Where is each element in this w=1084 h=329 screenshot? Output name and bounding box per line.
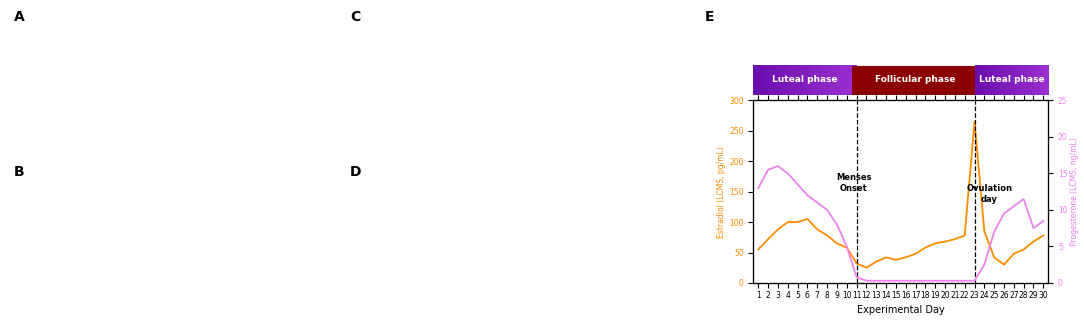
Y-axis label: Progesterone (LCMS, ng/mL): Progesterone (LCMS, ng/mL)	[1070, 137, 1080, 246]
Text: Menses
Onset: Menses Onset	[836, 173, 872, 193]
Text: C: C	[350, 10, 360, 24]
Text: E: E	[705, 10, 714, 24]
Bar	[852, 66, 980, 95]
Text: B: B	[14, 164, 25, 179]
X-axis label: Experimental Day: Experimental Day	[857, 305, 944, 315]
Text: Ovulation
day: Ovulation day	[966, 185, 1012, 204]
Text: A: A	[14, 10, 25, 24]
Text: Luteal phase: Luteal phase	[772, 75, 838, 85]
Y-axis label: Estradiol (LCMS, pg/mL): Estradiol (LCMS, pg/mL)	[718, 146, 726, 238]
Text: Luteal phase: Luteal phase	[979, 75, 1044, 85]
X-axis label: Menstrual cycle Day: Menstrual cycle Day	[851, 71, 951, 82]
Text: Follicular phase: Follicular phase	[875, 75, 956, 85]
Text: D: D	[350, 164, 362, 179]
